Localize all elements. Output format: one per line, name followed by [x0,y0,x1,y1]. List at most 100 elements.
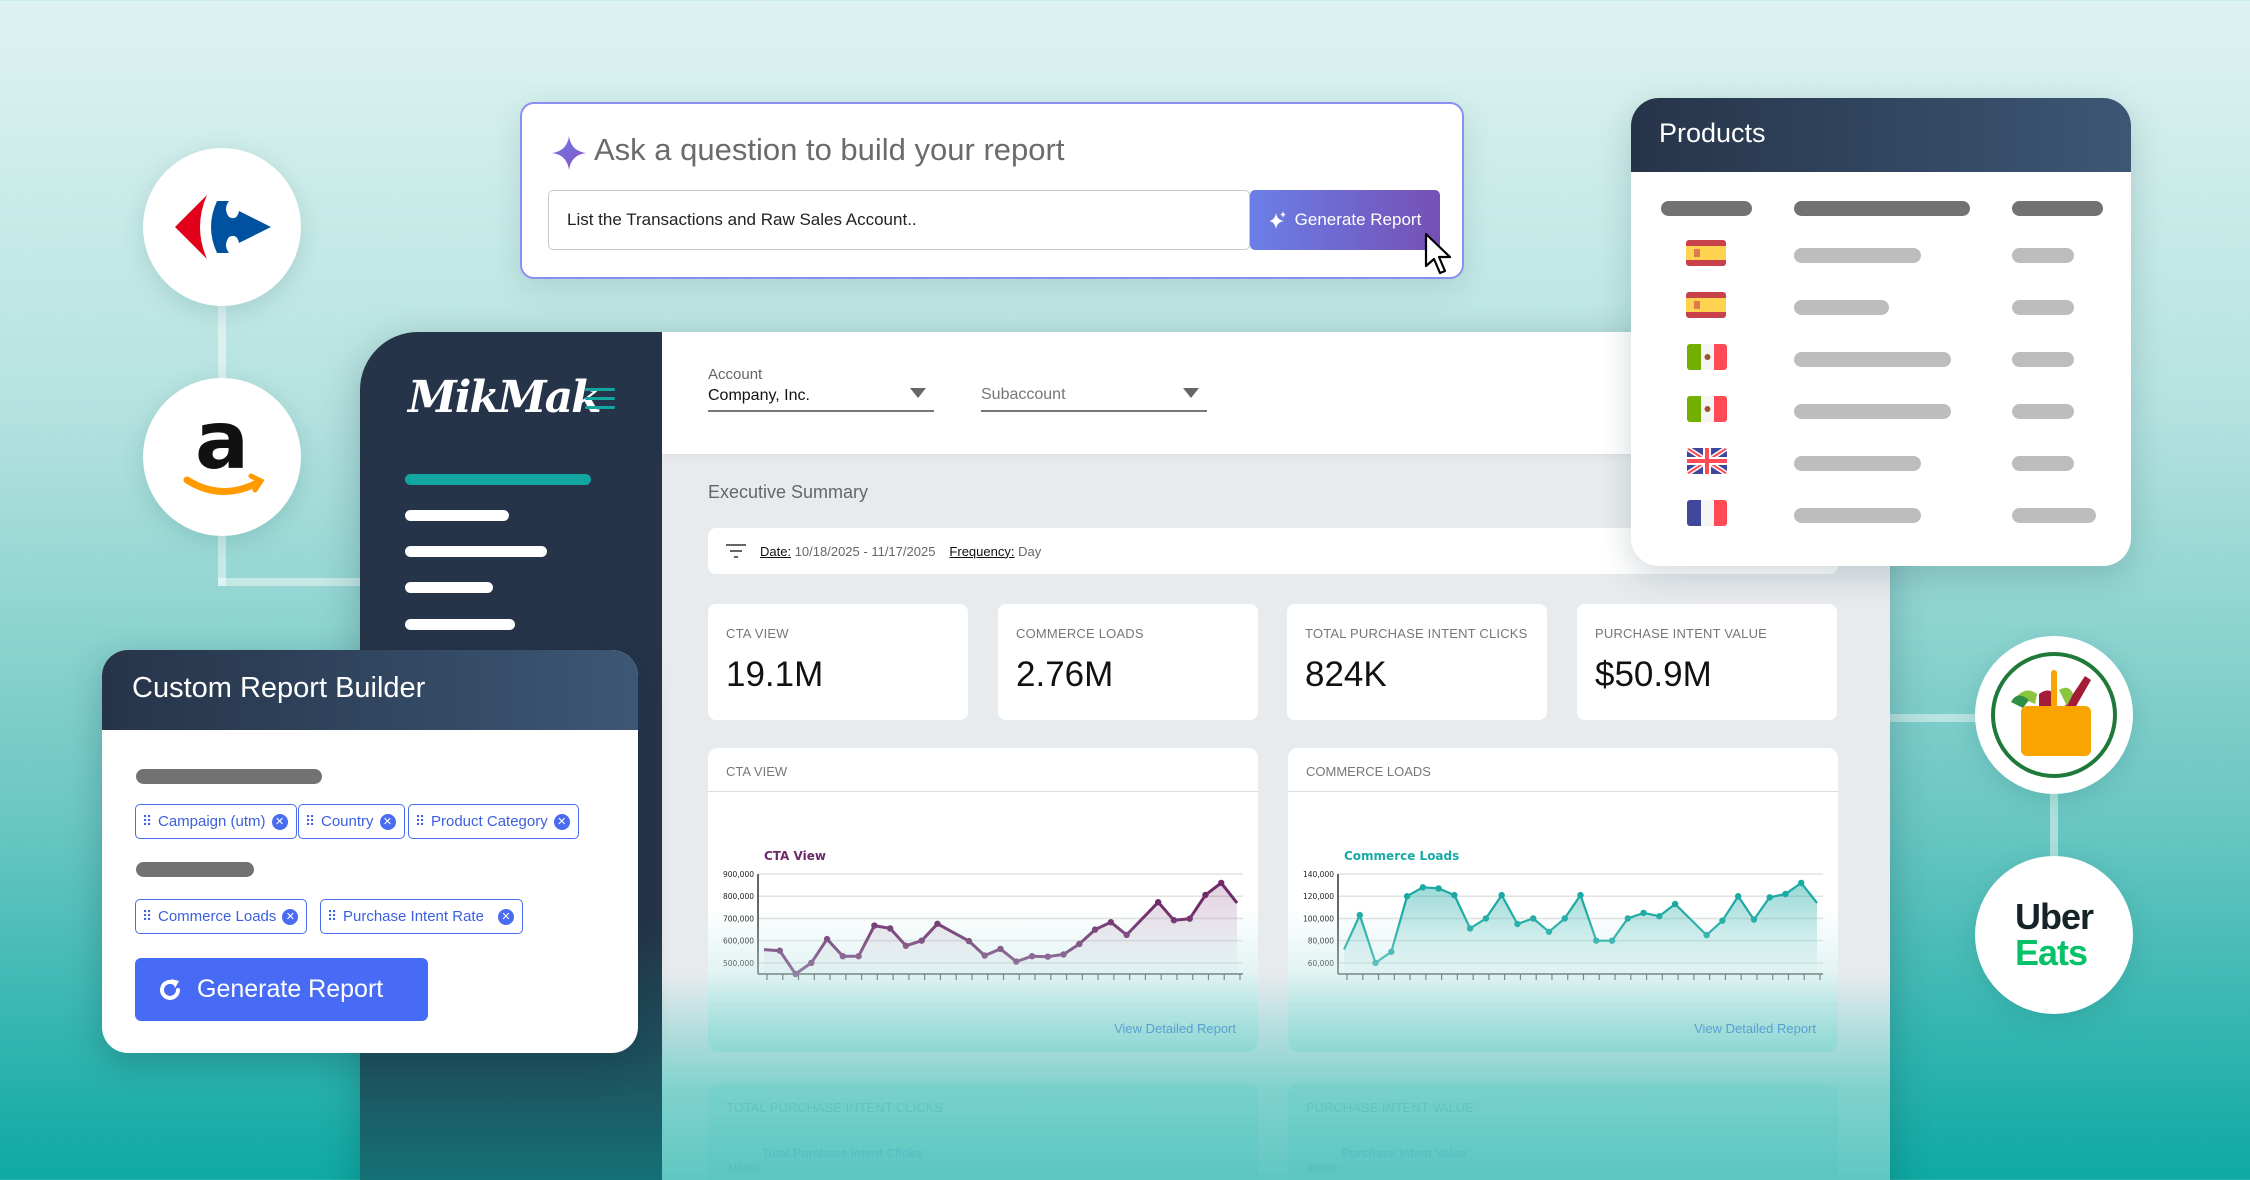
mexico-flag-icon [1687,344,1727,370]
drag-handle-icon[interactable]: ⠿ [142,813,152,829]
chip-label: Product Category [431,813,548,830]
products-panel: Products [1631,98,2131,566]
account-select[interactable]: Account Company, Inc. [708,366,934,412]
mouse-cursor-icon [1424,232,1452,275]
svg-text:120,000: 120,000 [1303,892,1334,901]
chart-card-purchase-intent-value: PURCHASE INTENT VALUE Purchase Intent Va… [1288,1084,1838,1180]
chart-card-header: CTA VIEW [708,748,1258,792]
retailer-amazon: a [143,378,301,536]
kpi-value: 19.1M [726,655,824,694]
drag-handle-icon[interactable]: ⠿ [327,908,337,924]
product-value-placeholder [2012,300,2074,315]
spain-flag-icon [1686,240,1726,266]
sidebar-item-1[interactable] [405,474,591,485]
kpi-label: CTA VIEW [726,626,789,641]
remove-chip-icon[interactable]: ✕ [553,813,570,830]
dimension-chip-country[interactable]: ⠿ Country ✕ [298,804,405,839]
remove-chip-icon[interactable]: ✕ [379,813,396,830]
grocery-basket-logo-icon [1991,652,2117,778]
spain-flag-icon [1686,292,1726,318]
metric-chip-commerce-loads[interactable]: ⠿ Commerce Loads ✕ [135,899,308,934]
sidebar-item-4[interactable] [405,582,493,593]
remove-chip-icon[interactable]: ✕ [271,813,288,830]
retailer-carrefour [143,148,301,306]
account-value: Company, Inc. [708,387,810,404]
dimension-chip-product-category[interactable]: ⠿ Product Category ✕ [408,804,579,839]
products-title: Products [1631,98,2131,172]
ai-generate-report-button[interactable]: Generate Report [1250,190,1440,250]
frequency-filter[interactable]: Frequency: Day [949,544,1041,559]
product-name-placeholder [1794,508,1921,523]
chart-card-header: COMMERCE LOADS [1288,748,1838,792]
sparkles-icon [1268,211,1286,229]
remove-chip-icon[interactable]: ✕ [282,908,299,925]
sidebar-item-5[interactable] [405,619,515,630]
svg-text:140,000: 140,000 [1303,870,1334,879]
kpi-value: $50.9M [1595,655,1712,694]
view-detailed-report-link[interactable]: View Detailed Report [708,1004,1258,1052]
sidebar-item-3[interactable] [405,546,547,557]
y-axis-tick: 140,000 [728,1164,757,1173]
generate-report-button[interactable]: Generate Report [135,958,428,1021]
frequency-label: Frequency: [949,543,1015,559]
eats-text: Eats [2014,932,2088,973]
kpi-label: TOTAL PURCHASE INTENT CLICKS [1305,626,1528,641]
drag-handle-icon[interactable]: ⠿ [142,908,152,924]
drag-handle-icon[interactable]: ⠿ [305,813,315,829]
svg-text:600,000: 600,000 [723,937,754,946]
subaccount-placeholder: Subaccount [981,386,1066,403]
uber-eats-logo-icon: Uber Eats [2014,896,2094,973]
svg-text:500,000: 500,000 [723,959,754,968]
metric-chip-purchase-intent-rate[interactable]: ⠿ Purchase Intent Rate ✕ [320,899,523,934]
kpi-card-purchase-intent-value: PURCHASE INTENT VALUE $50.9M [1577,604,1837,720]
hamburger-menu-icon[interactable] [585,388,615,415]
svg-text:700,000: 700,000 [723,914,754,923]
product-value-placeholder [2012,404,2074,419]
refresh-icon [160,978,180,1000]
drag-handle-icon[interactable]: ⠿ [415,813,425,829]
svg-text:60,000: 60,000 [1308,959,1334,968]
column-header-placeholder [1661,201,1752,216]
subaccount-select[interactable]: Subaccount [981,366,1207,412]
svg-text:100,000: 100,000 [1303,914,1334,923]
date-filter[interactable]: Date: 10/18/2025 - 11/17/2025 [760,544,935,559]
question-input[interactable]: List the Transactions and Raw Sales Acco… [548,190,1250,250]
svg-text:Commerce Loads: Commerce Loads [1344,849,1459,863]
dimensions-label-placeholder [136,769,322,784]
carrefour-logo-icon [175,195,271,259]
uber-text: Uber [2014,896,2094,937]
view-detailed-report-link[interactable]: View Detailed Report [1288,1004,1838,1052]
ask-question-panel: Ask a question to build your report List… [520,102,1464,279]
dimension-chip-campaign[interactable]: ⠿ Campaign (utm) ✕ [135,804,297,839]
kpi-label: PURCHASE INTENT VALUE [1595,626,1768,641]
cta-view-line-chart: CTA View 900,000 800,000 700,000 600,000 500,… [723,849,1243,980]
connector-line [218,530,226,586]
svg-text:80,000: 80,000 [1308,937,1334,946]
product-name-placeholder [1794,248,1921,263]
product-value-placeholder [2012,248,2074,263]
connector-line [218,578,363,586]
custom-report-builder-panel: Custom Report Builder ⠿ Campaign (utm) ✕… [102,650,638,1053]
remove-chip-icon[interactable]: ✕ [497,908,514,925]
kpi-label: COMMERCE LOADS [1016,626,1144,641]
retailer-uber-eats: Uber Eats [1975,856,2133,1014]
sidebar-item-2[interactable] [405,510,509,521]
chip-label: Campaign (utm) [158,813,266,830]
mexico-flag-icon [1687,396,1727,422]
product-value-placeholder [2012,352,2074,367]
svg-text:800,000: 800,000 [723,892,754,901]
kpi-card-commerce-loads: COMMERCE LOADS 2.76M [998,604,1258,720]
ask-title: Ask a question to build your report [594,132,1065,167]
chevron-down-icon [1183,388,1199,398]
kpi-card-purchase-intent-clicks: TOTAL PURCHASE INTENT CLICKS 824K [1287,604,1547,720]
product-name-placeholder [1794,300,1889,315]
column-header-placeholder [1794,201,1970,216]
product-name-placeholder [1794,404,1951,419]
france-flag-icon [1687,500,1727,526]
kpi-value: 824K [1305,655,1387,694]
filter-icon[interactable] [726,543,746,559]
connector-line [1890,714,1980,722]
date-label: Date: [760,543,792,559]
frequency-value: Day [1018,543,1042,559]
product-name-placeholder [1794,352,1951,367]
